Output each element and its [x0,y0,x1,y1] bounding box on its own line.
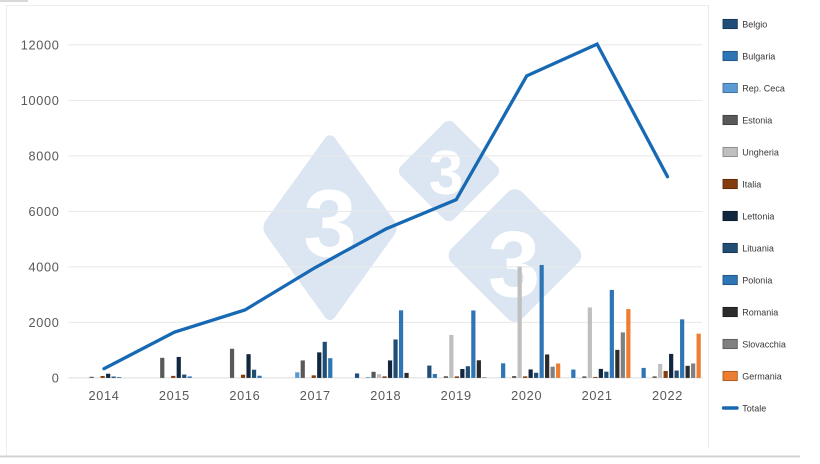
svg-text:Germania: Germania [742,371,782,381]
svg-text:Polonia: Polonia [742,275,772,285]
svg-text:2017: 2017 [300,389,331,403]
svg-text:2018: 2018 [370,389,401,403]
svg-text:2022: 2022 [652,389,683,403]
svg-text:Belgio: Belgio [742,19,767,29]
svg-text:Lituania: Lituania [742,243,774,253]
svg-text:3: 3 [303,171,356,278]
svg-text:Estonia: Estonia [742,115,772,125]
svg-text:Ungheria: Ungheria [742,147,779,157]
svg-text:2021: 2021 [582,389,613,403]
svg-text:2016: 2016 [229,389,260,403]
svg-text:8000: 8000 [28,150,59,164]
svg-text:Italia: Italia [742,179,761,189]
svg-text:4000: 4000 [28,261,59,275]
svg-text:Lettonia: Lettonia [742,211,774,221]
svg-text:2014: 2014 [88,389,119,403]
svg-text:Romania: Romania [742,307,778,317]
svg-text:10000: 10000 [21,94,60,108]
svg-text:6000: 6000 [28,205,59,219]
svg-text:2015: 2015 [159,389,190,403]
svg-text:3: 3 [488,212,540,317]
svg-text:12000: 12000 [21,39,60,53]
svg-text:0: 0 [52,372,60,386]
svg-text:Totale: Totale [742,403,766,413]
svg-text:Bulgaria: Bulgaria [742,51,775,61]
svg-text:2020: 2020 [511,389,542,403]
svg-text:Slovacchia: Slovacchia [742,339,786,349]
svg-text:2019: 2019 [441,389,472,403]
svg-text:Rep. Ceca: Rep. Ceca [742,83,785,93]
svg-text:2000: 2000 [28,316,59,330]
